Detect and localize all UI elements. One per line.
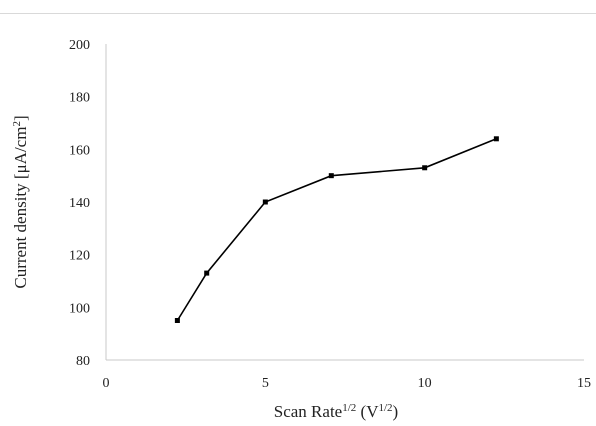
x-tick-label: 0	[103, 376, 110, 391]
y-tick-label: 120	[69, 249, 90, 264]
x-axis-title: Scan Rate1/2 (V1/2)	[274, 402, 398, 421]
data-point-marker	[174, 318, 180, 323]
series-line	[176, 138, 497, 321]
data-point-marker	[328, 173, 334, 179]
data-point-marker	[262, 199, 268, 205]
y-tick-label: 100	[69, 301, 90, 316]
y-tick-label: 200	[69, 38, 90, 53]
x-tick-label: 5	[262, 376, 269, 391]
x-tick-label: 10	[418, 376, 432, 391]
data-point-marker	[422, 165, 428, 171]
y-tick-label: 160	[69, 143, 90, 158]
y-axis-title: Current density [μA/cm2]	[11, 115, 30, 288]
y-tick-label: 80	[76, 354, 90, 369]
data-markers	[174, 136, 499, 323]
top-divider	[0, 13, 596, 14]
data-point-marker	[204, 270, 210, 276]
y-tick-labels: 80 100 120 140 160 180 200	[69, 38, 90, 369]
x-tick-label: 15	[577, 376, 591, 391]
x-tick-labels: 0 5 10 15	[103, 376, 592, 391]
y-tick-label: 140	[69, 196, 90, 211]
data-point-marker	[493, 136, 499, 142]
plot-area: 0 5 10 15 80 100 120 140 160 180 200	[69, 38, 591, 391]
y-tick-label: 180	[69, 91, 90, 106]
